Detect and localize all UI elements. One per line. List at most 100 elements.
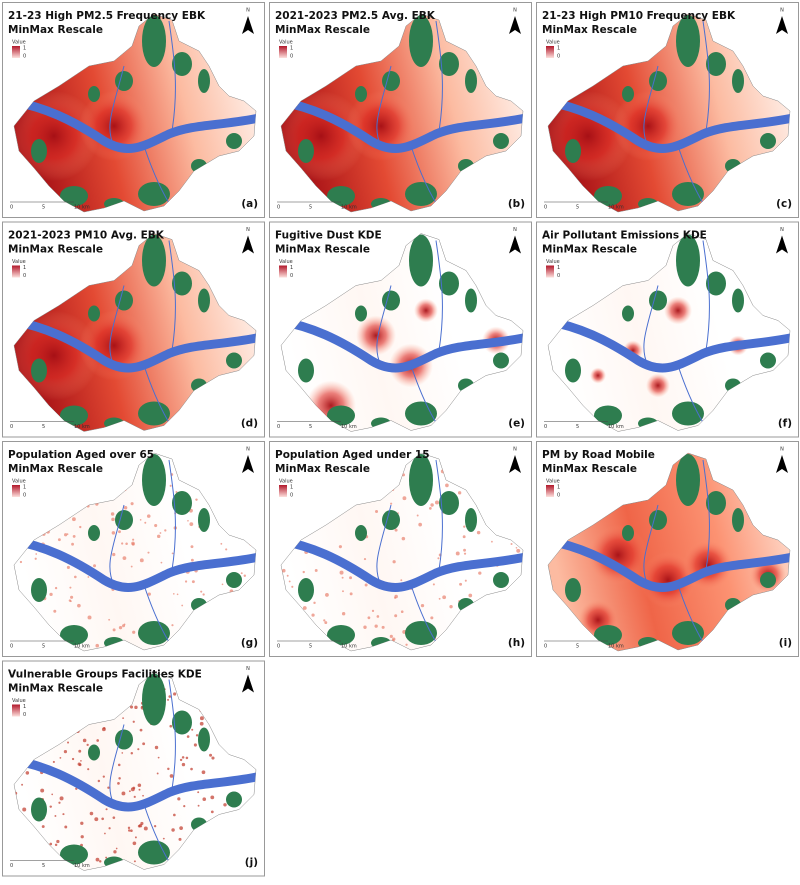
heat-layer	[14, 234, 256, 431]
forest	[226, 791, 242, 808]
legend-max: 1	[557, 485, 560, 491]
heat-layer	[281, 454, 523, 651]
speckle	[394, 528, 398, 532]
speckle	[160, 561, 163, 564]
legend-min: 0	[290, 54, 293, 60]
legend-max: 1	[23, 485, 26, 491]
map-panel: 2021-2023 PM2.5 Avg. EBK MinMax Rescale N V…	[269, 2, 532, 218]
legend-ramp	[12, 265, 20, 278]
legend-title: Value	[546, 479, 560, 485]
seoul-map	[547, 13, 791, 213]
speckle	[87, 576, 90, 578]
forest	[439, 491, 459, 515]
speckle	[169, 724, 173, 728]
speckle	[154, 524, 158, 528]
forest	[138, 621, 170, 645]
panel-title: 2021-2023 PM2.5 Avg. EBK	[275, 10, 436, 22]
hotspot	[281, 91, 366, 181]
speckle	[191, 728, 194, 731]
speckle	[223, 803, 227, 807]
forest	[465, 288, 477, 313]
panel-label: (d)	[241, 418, 258, 430]
speckle	[144, 521, 147, 524]
legend-ramp	[546, 265, 554, 278]
forest	[382, 290, 400, 311]
speckle	[133, 795, 136, 798]
speckle	[193, 743, 197, 747]
panel-title: 2021-2023 PM10 Avg. EBK	[8, 230, 165, 242]
north-label: N	[513, 8, 517, 14]
speckle	[195, 734, 199, 737]
map-panel: Population Aged under 15 MinMax Rescale N V…	[269, 441, 532, 657]
speckle	[157, 756, 160, 759]
panel-title: MinMax Rescale	[275, 244, 370, 256]
speckle	[87, 615, 92, 620]
legend-max: 1	[23, 704, 26, 710]
scale-label: 10 km	[74, 644, 90, 650]
hotspot	[414, 298, 438, 323]
speckle	[41, 825, 45, 829]
speckle	[459, 582, 463, 586]
forest	[60, 844, 88, 865]
scale-label: 5	[309, 205, 312, 211]
legend-ramp	[546, 46, 554, 58]
panel-title: MinMax Rescale	[8, 244, 103, 256]
forest	[594, 186, 622, 206]
speckle	[171, 828, 175, 832]
north-label: N	[780, 227, 784, 233]
forest	[88, 86, 100, 102]
panel-title: PM by Road Mobile	[542, 449, 655, 461]
panel-title: MinMax Rescale	[275, 463, 370, 475]
panel-title: MinMax Rescale	[542, 463, 637, 475]
forest	[565, 578, 581, 602]
han-river	[14, 755, 256, 812]
seoul-map	[13, 233, 257, 432]
scale-label: 10 km	[74, 424, 90, 430]
speckle	[93, 564, 97, 568]
speckle	[392, 639, 395, 642]
speckle	[171, 624, 174, 627]
forest	[676, 234, 700, 287]
legend-ramp	[12, 485, 20, 497]
speckle	[40, 788, 45, 793]
speckle	[143, 826, 148, 831]
north-arrow	[509, 455, 521, 473]
speckle	[199, 716, 204, 721]
speckle	[110, 512, 115, 516]
speckle	[364, 583, 368, 587]
heat-layer	[14, 15, 256, 212]
speckle	[54, 586, 58, 590]
scale-label: 0	[544, 205, 547, 211]
speckle	[132, 786, 136, 790]
speckle	[133, 860, 136, 863]
hotspot	[646, 373, 670, 398]
speckle	[111, 517, 115, 522]
forest	[60, 625, 88, 645]
speckle	[125, 542, 128, 546]
speckle	[130, 752, 134, 755]
forest	[60, 186, 88, 206]
seoul-map	[547, 452, 791, 652]
forest	[172, 491, 192, 515]
legend-min: 0	[290, 273, 293, 279]
speckle	[374, 624, 378, 628]
speckle	[363, 625, 367, 629]
forest	[732, 69, 744, 93]
heat-layer	[281, 234, 523, 431]
panel-label: (h)	[508, 637, 525, 649]
seoul-map	[280, 233, 524, 432]
speckle	[175, 490, 178, 494]
speckle	[134, 705, 138, 710]
speckle	[80, 835, 84, 839]
speckle	[199, 721, 204, 726]
speckle	[405, 643, 408, 646]
scale-label: 5	[576, 644, 579, 650]
panel-title: 21-23 High PM2.5 Frequency EBK	[8, 10, 206, 22]
panel-title: Fugitive Dust KDE	[275, 230, 382, 242]
panel-title: Air Pollutant Emissions KDE	[542, 230, 707, 242]
legend-max: 1	[23, 46, 26, 52]
speckle	[187, 519, 189, 522]
forest	[732, 508, 744, 532]
north-arrow	[509, 235, 521, 254]
forest	[706, 52, 726, 76]
